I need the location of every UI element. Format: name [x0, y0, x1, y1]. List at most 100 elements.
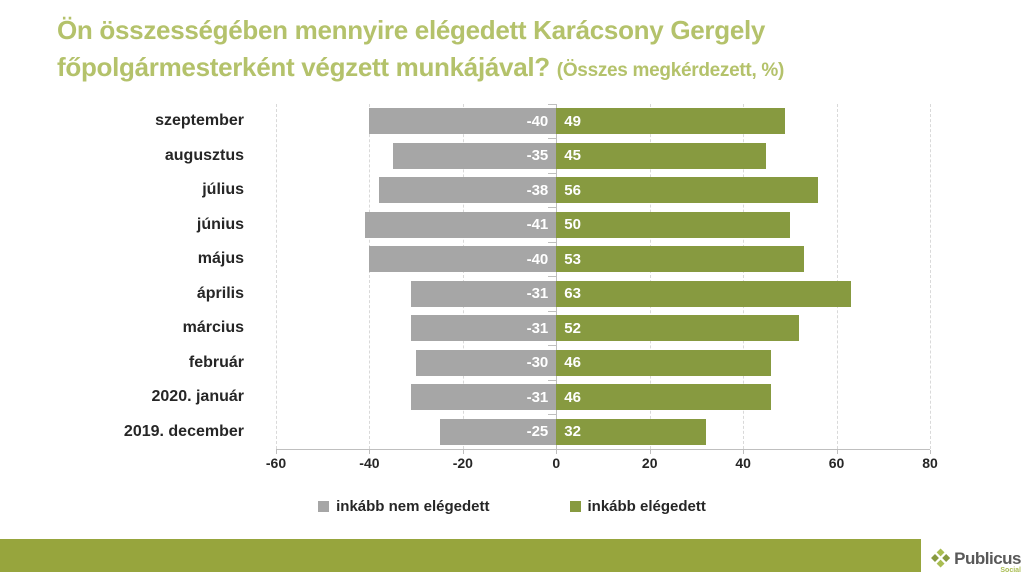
- bar-positive-július: 56: [556, 177, 818, 203]
- bar-positive-2020. január: 46: [556, 384, 772, 410]
- publicus-logo: Publicus Social: [931, 544, 1021, 574]
- chart-title-line1: Ön összességében mennyire elégedett Kará…: [57, 15, 766, 45]
- category-axis-tick: [548, 276, 557, 277]
- category-label-2020. január: 2020. január: [151, 388, 245, 406]
- legend-item-inkább-elégedett: inkább elégedett: [569, 498, 706, 515]
- bar-value-label: 52: [564, 319, 581, 337]
- bar-value-label: -31: [526, 388, 549, 406]
- category-label-2019. december: 2019. december: [123, 422, 244, 440]
- publicus-logo-text: Publicus Social: [954, 548, 1021, 574]
- gridline-x--60: [276, 104, 277, 449]
- bar-value-label: 56: [564, 181, 581, 199]
- category-label-szeptember: szeptember: [155, 112, 244, 130]
- publicus-brand-name: Publicus: [954, 548, 1021, 568]
- legend: inkább nem elégedett inkább elégedett: [0, 498, 1024, 515]
- bar-value-label: -31: [526, 319, 549, 337]
- bar-value-label: -30: [526, 354, 549, 371]
- category-label-május: május: [197, 250, 244, 268]
- gridline-x-80: [930, 104, 931, 449]
- bar-positive-2019. december: 32: [556, 418, 706, 445]
- x-axis-label--20: -20: [452, 455, 473, 471]
- category-axis-tick: [548, 379, 557, 381]
- bar-value-label: -31: [526, 285, 549, 302]
- category-axis-tick: [548, 241, 557, 243]
- x-axis-label-60: 60: [828, 455, 845, 471]
- category-label-április: április: [196, 284, 244, 302]
- legend-swatch: [318, 501, 330, 512]
- bar-value-label: 49: [564, 112, 581, 130]
- x-axis-tick--40: [369, 450, 371, 454]
- category-label-június: június: [196, 215, 244, 233]
- category-axis-tick: [548, 414, 557, 415]
- footer-strip: [0, 539, 921, 572]
- bar-value-label: 45: [564, 147, 581, 164]
- legend-label: inkább nem elégedett: [336, 498, 490, 515]
- bar-positive-március: 52: [556, 315, 800, 341]
- category-labels: szeptember augusztus július június május ápri…: [0, 104, 260, 449]
- category-axis-tick: [548, 103, 557, 105]
- bar-value-label: -40: [526, 250, 549, 268]
- bar-positive-augusztus: 45: [556, 142, 767, 169]
- legend-item-inkább-nem-elégedett: inkább nem elégedett: [318, 498, 490, 515]
- x-axis-tick-60: [836, 450, 838, 454]
- chart-title: Ön összességében mennyire elégedett Kará…: [57, 12, 917, 89]
- x-axis-label-20: 20: [641, 455, 658, 471]
- x-axis-label-0: 0: [552, 455, 561, 471]
- x-axis-tick--20: [462, 450, 464, 454]
- x-axis-tick-20: [649, 450, 651, 454]
- x-axis-tick-0: [556, 450, 558, 454]
- bar-positive-szeptember: 49: [556, 108, 786, 134]
- x-axis-labels: -60 -40 -20 0 20 40 60 80: [266, 455, 938, 473]
- category-axis-tick: [548, 310, 557, 312]
- x-axis-label--60: -60: [265, 455, 287, 471]
- bar-value-label: 50: [564, 216, 581, 233]
- x-axis-label--40: -40: [359, 455, 380, 471]
- x-axis-label-40: 40: [735, 455, 751, 471]
- category-axis-tick: [548, 345, 557, 346]
- plot-area: -40 49 -35 45 -38 56 -41 50 -40 53 -31 63 -31 52 -30 46…: [276, 103, 931, 454]
- bar-negative-május: -40: [369, 246, 557, 272]
- category-label-március: március: [182, 319, 244, 337]
- legend-swatch: [569, 501, 581, 512]
- category-label-február: február: [188, 353, 244, 371]
- bar-negative-szeptember: -40: [369, 108, 557, 134]
- bar-value-label: -35: [526, 147, 549, 164]
- bar-value-label: -41: [526, 216, 549, 233]
- publicus-diamonds-icon: [931, 548, 951, 568]
- bar-value-label: -40: [526, 112, 549, 130]
- x-axis-tick--60: [276, 450, 277, 454]
- x-axis-label-80: 80: [922, 455, 938, 471]
- bar-negative-2019. december: -25: [439, 418, 557, 445]
- x-axis-tick-40: [743, 450, 745, 454]
- gridline-x--40: [369, 104, 371, 449]
- gridline-x-20: [649, 104, 651, 449]
- bar-value-label: 46: [564, 354, 581, 371]
- bar-negative-augusztus: -35: [392, 142, 557, 169]
- bar-value-label: 32: [564, 423, 581, 440]
- gridline-x--20: [462, 104, 464, 449]
- bar-negative-április: -31: [411, 280, 557, 307]
- x-axis-tick-80: [930, 450, 931, 454]
- bar-value-label: 53: [564, 250, 581, 268]
- publicus-brand-sub: Social: [1000, 566, 1021, 574]
- bar-negative-június: -41: [364, 211, 557, 238]
- category-label-augusztus: augusztus: [164, 146, 244, 164]
- gridline-x-60: [836, 104, 838, 449]
- bar-negative-február: -30: [416, 349, 557, 376]
- category-label-július: július: [202, 181, 244, 199]
- bar-positive-február: 46: [556, 349, 772, 376]
- bar-negative-2020. január: -31: [411, 384, 557, 410]
- bar-value-label: -38: [526, 181, 549, 199]
- x-axis-line: [276, 449, 930, 450]
- bar-positive-április: 63: [556, 280, 851, 307]
- bar-value-label: 63: [564, 285, 581, 302]
- legend-label: inkább elégedett: [587, 498, 706, 515]
- category-axis-tick: [548, 172, 557, 174]
- chart-title-line2: főpolgármesterként végzett munkájával?: [57, 52, 550, 82]
- bar-negative-július: -38: [378, 177, 557, 203]
- gridline-x-40: [743, 104, 745, 449]
- chart-title-suffix: (Összes megkérdezett, %): [556, 60, 785, 81]
- category-axis-tick: [548, 207, 557, 208]
